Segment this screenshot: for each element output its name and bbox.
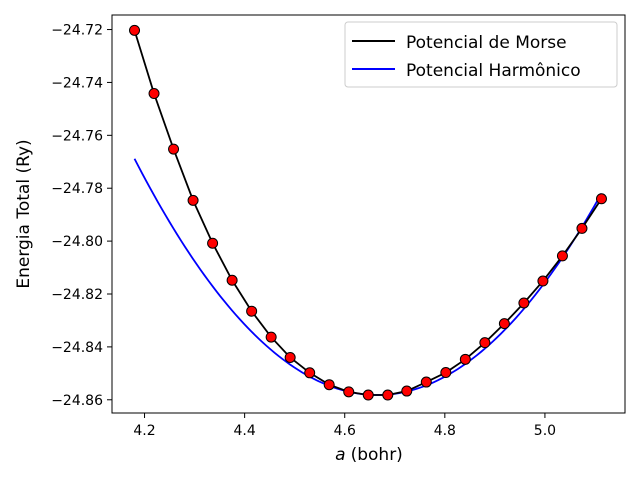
data-point [129, 24, 141, 36]
x-axis-label: a (bohr) [335, 445, 403, 465]
y-tick-label: −24.80 [51, 234, 103, 250]
y-tick-label: −24.74 [51, 75, 103, 91]
y-tick-label: −24.82 [51, 287, 103, 303]
data-point [401, 385, 413, 397]
x-axis-unit: (bohr) [351, 445, 403, 465]
data-point [362, 389, 374, 401]
data-point [323, 379, 335, 391]
x-tick-label: 4.4 [233, 423, 255, 439]
data-point [518, 297, 530, 309]
data-point [382, 389, 394, 401]
y-tick-label: −24.86 [51, 393, 103, 409]
data-point [284, 351, 296, 363]
legend: Potencial de Morse Potencial Harmônico [344, 21, 618, 88]
legend-box [344, 21, 618, 88]
axis-ticks: 4.2 4.4 4.6 4.8 5.0 −24.72 −24.74 −24.76 −24.78 −… [51, 23, 556, 439]
y-tick-label: −24.72 [51, 23, 103, 39]
data-point [459, 353, 471, 365]
data-point [343, 386, 355, 398]
y-tick-label: −24.84 [51, 340, 103, 356]
x-tick-label: 4.6 [334, 423, 356, 439]
data-point [537, 275, 549, 287]
data-point [226, 274, 238, 286]
legend-label-harmonic: Potencial Harmônico [406, 61, 581, 81]
data-point [148, 88, 160, 100]
data-point [440, 367, 452, 379]
data-point [168, 143, 180, 155]
data-point [246, 305, 258, 317]
data-point [420, 376, 432, 388]
x-tick-label: 5.0 [534, 423, 556, 439]
data-point [187, 194, 199, 206]
data-point [265, 331, 277, 343]
data-point [304, 367, 316, 379]
axes-frame [111, 14, 626, 414]
data-point [556, 250, 568, 262]
y-tick-label: −24.76 [51, 128, 103, 144]
x-tick-label: 4.2 [133, 423, 155, 439]
data-point [498, 318, 510, 330]
data-point [207, 237, 219, 249]
y-tick-label: −24.78 [51, 181, 103, 197]
y-axis-label: Energia Total (Ry) [14, 139, 34, 288]
x-axis-variable: a [335, 445, 345, 465]
data-point [479, 337, 491, 349]
x-tick-label: 4.8 [434, 423, 456, 439]
legend-label-morse: Potencial de Morse [406, 33, 567, 53]
plot-area [129, 24, 607, 401]
data-point [576, 222, 588, 234]
data-point [595, 193, 607, 205]
